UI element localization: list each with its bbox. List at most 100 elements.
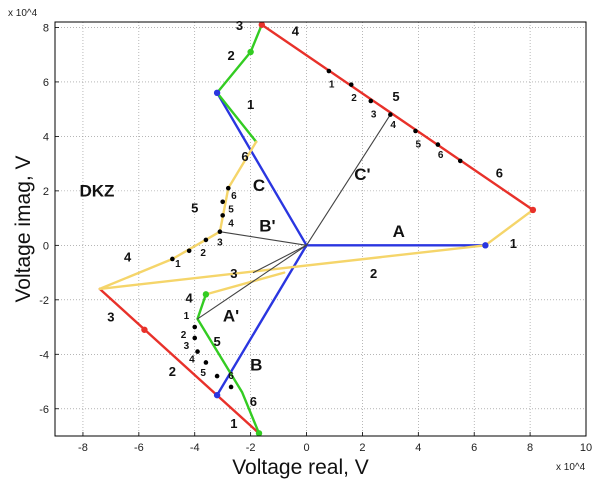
annotation-label: 3 [236,18,243,33]
annotation-label: 1 [184,311,190,322]
annotation-label: B [250,356,262,375]
point-marker [195,349,200,354]
annotation-label: 2 [227,48,234,63]
y-tick-label: 6 [43,77,49,89]
red-line [98,287,261,435]
point-marker [482,242,489,249]
y-tick-label: 4 [43,131,49,143]
yellow-line [204,271,286,296]
annotation-label: 6 [241,149,248,164]
annotation-label: 4 [390,120,396,131]
point-marker [213,89,221,97]
gray-line [305,114,391,246]
point-marker [258,21,266,28]
annotation-label: 3 [371,109,377,120]
annotation-label: 3 [230,266,237,281]
annotation-label: 6 [231,191,237,202]
x-tick-label: 6 [471,442,477,454]
y-axis-exponent: x 10^4 [8,8,38,19]
x-tick-label: -4 [190,442,200,454]
annotation-label: 6 [496,165,503,180]
annotation-label: 2 [200,248,206,259]
annotation-label: 3 [107,310,114,325]
point-marker [203,237,209,243]
point-marker [228,384,234,390]
grid-lines [55,22,586,436]
y-tick-label: 8 [43,22,49,34]
y-tick-label: 0 [43,240,49,252]
x-tick-label: 4 [415,442,421,454]
annotation-label: 4 [292,24,300,39]
point-marker [225,185,231,191]
point-marker [413,128,418,134]
y-tick-label: -2 [39,295,49,307]
point-marker [203,360,209,365]
axis-ticks: -8 -6 -4 -2 0 2 4 6 8 10 -6 -4 -2 0 2 4 6 8 [39,22,592,454]
x-axis-exponent: x 10^4 [556,462,586,473]
annotation-label: DKZ [79,181,114,200]
point-marker [247,48,254,56]
annotation-label: C' [354,165,370,184]
y-tick-label: -6 [39,404,49,416]
point-marker [348,82,354,87]
annotation-label: 2 [351,93,357,104]
annotation-label: 4 [189,354,195,365]
annotation-label: 6 [438,150,444,161]
point-marker [457,158,463,164]
annotation-label: 5 [200,368,206,379]
point-marker [202,291,210,298]
annotation-label: 5 [228,205,234,216]
point-marker [170,256,175,262]
point-marker [435,142,441,147]
x-tick-label: 2 [359,442,365,454]
point-marker [326,68,332,74]
y-axis-label: Voltage imag, V [12,155,35,302]
point-marker [220,199,225,205]
green-line [196,293,261,435]
blue-line [215,244,308,397]
annotation-label: 2 [181,330,187,341]
x-tick-label: 8 [527,442,533,454]
point-marker [368,98,374,104]
annotation-label: 6 [250,394,257,409]
point-marker [214,373,220,379]
annotation-label: 4 [186,291,194,306]
x-tick-label: -2 [246,442,256,454]
annotation-label: 1 [230,416,237,431]
point-marker [388,112,393,117]
green-line [215,23,263,144]
annotation-label: 1 [510,236,517,251]
gray-line [252,244,308,274]
annotation-label: 1 [329,79,335,90]
annotation-label: 5 [191,201,198,216]
red-line [260,23,535,212]
annotation-label: 4 [228,218,234,229]
annotation-label: 5 [392,89,399,104]
y-tick-label: 2 [43,186,49,198]
point-marker [186,248,192,254]
annotation-label: 1 [247,97,254,112]
annotation-label: 6 [228,371,234,382]
annotation-label: 5 [213,334,220,349]
annotation-label: 5 [416,139,422,150]
point-marker [192,324,198,330]
point-marker [529,206,537,214]
x-tick-label: -8 [78,442,88,454]
gray-line [196,244,308,320]
gray-line [219,231,308,246]
point-marker [217,229,223,235]
point-marker [141,326,148,333]
annotation-label: A [393,222,405,241]
point-marker [192,335,198,341]
point-marker [255,430,263,437]
annotation-label: 2 [169,364,176,379]
x-axis-label: Voltage real, V [232,456,369,479]
point-marker [213,391,221,399]
annotation-label: 3 [184,341,190,352]
yellow-line [98,140,535,291]
annotation-label: 2 [370,266,377,281]
annotation-label: A' [223,307,239,326]
y-tick-label: -4 [39,349,49,361]
